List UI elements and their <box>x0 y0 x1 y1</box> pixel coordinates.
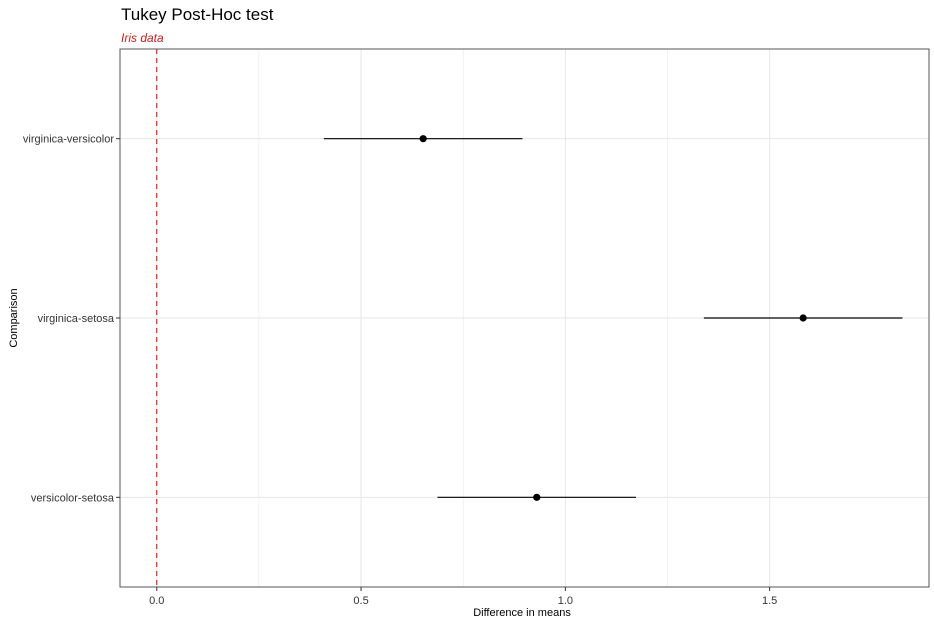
x-axis-title: Difference in means <box>473 607 571 619</box>
y-tick-label: virginica-setosa <box>38 313 115 325</box>
x-tick-label: 1.0 <box>558 595 573 607</box>
y-axis-ticks: virginica-versicolor virginica-setosa vers… <box>23 134 120 504</box>
estimate-point <box>799 314 807 322</box>
chart-subtitle: Iris data <box>121 31 164 45</box>
x-tick-label: 1.5 <box>762 595 777 607</box>
error-bars <box>323 135 903 501</box>
x-tick-label: 0.5 <box>353 595 368 607</box>
estimate-point <box>533 493 541 501</box>
y-axis-title: Comparison <box>8 288 20 347</box>
estimate-point <box>419 135 427 143</box>
x-tick-label: 0.0 <box>149 595 164 607</box>
y-tick-label: virginica-versicolor <box>23 134 114 146</box>
chart-title: Tukey Post-Hoc test <box>121 5 274 24</box>
x-axis-ticks: 0.0 0.5 1.0 1.5 <box>149 587 777 607</box>
y-tick-label: versicolor-setosa <box>31 492 115 504</box>
